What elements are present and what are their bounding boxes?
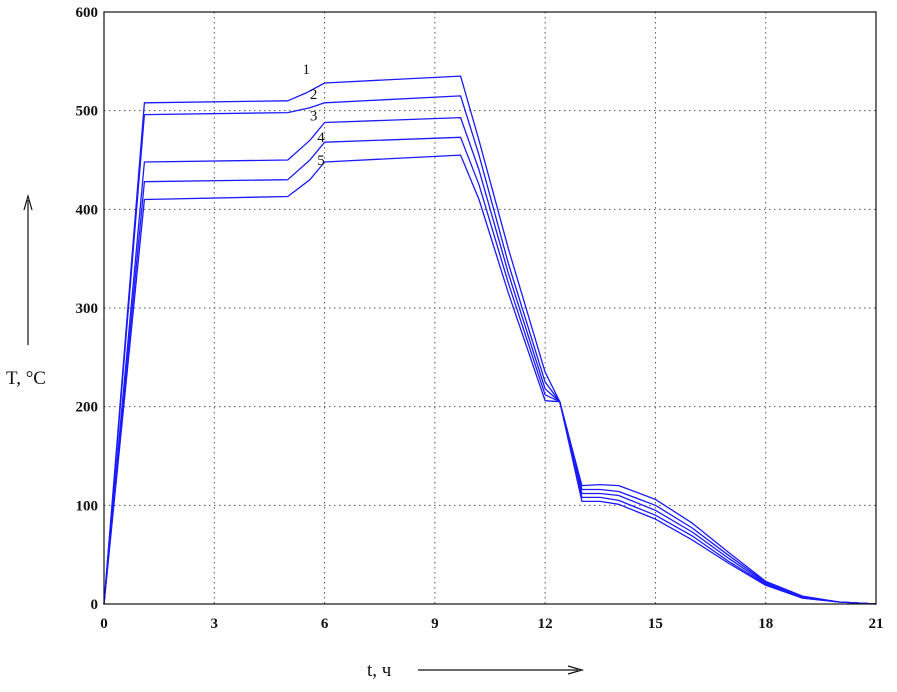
x-axis-title: t, ч — [367, 660, 392, 681]
curve-label-2: 2 — [310, 87, 318, 103]
y-tick-label: 600 — [76, 5, 99, 21]
series-layer — [103, 75, 877, 605]
x-tick-label: 6 — [321, 616, 329, 632]
series-line-5 — [103, 154, 877, 605]
series-line-1 — [103, 75, 877, 605]
x-tick-label: 0 — [100, 616, 108, 632]
x-tick-label: 3 — [211, 616, 219, 632]
x-tick-label: 15 — [648, 616, 663, 632]
y-tick-label: 200 — [76, 400, 99, 416]
y-tick-label: 300 — [76, 301, 99, 317]
y-tick-label: 400 — [76, 202, 99, 218]
x-tick-label: 12 — [538, 616, 553, 632]
x-tick-label: 9 — [431, 616, 439, 632]
curve-label-5: 5 — [317, 153, 325, 169]
plot-frame — [103, 11, 877, 605]
curve-label-1: 1 — [303, 62, 311, 78]
y-tick-label: 0 — [91, 597, 99, 613]
series-line-2 — [103, 95, 877, 605]
x-axis-title-group: t, ч — [367, 660, 585, 681]
curve-label-3: 3 — [310, 109, 318, 125]
y-axis-title-group: T, °C — [6, 193, 46, 389]
y-axis-arrow-head — [23, 193, 33, 211]
x-axis-arrow-head — [567, 665, 585, 675]
y-tick-label: 100 — [76, 498, 99, 514]
x-tick-label: 18 — [758, 616, 773, 632]
x-tick-label: 21 — [869, 616, 884, 632]
curve-label-4: 4 — [317, 130, 325, 146]
series-line-3 — [103, 116, 877, 605]
y-tick-label: 500 — [76, 104, 99, 120]
curve-labels: 1 2 3 4 5 — [303, 62, 326, 169]
grid — [104, 12, 876, 604]
y-axis-title: T, °C — [6, 368, 46, 389]
